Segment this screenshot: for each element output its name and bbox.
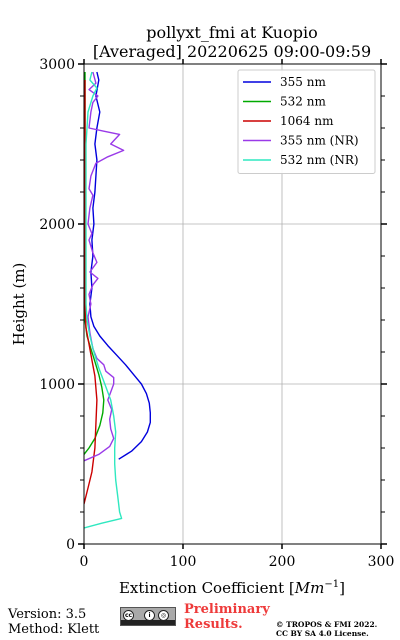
legend-label: 355 nm <box>280 75 326 89</box>
x-tick-label: 100 <box>170 554 197 570</box>
chart-subtitle: [Averaged] 20220625 09:00-09:59 <box>93 42 371 61</box>
legend-label: 355 nm (NR) <box>280 134 359 148</box>
extinction-chart: pollyxt_fmi at Kuopio [Averaged] 2022062… <box>10 23 394 597</box>
x-axis-label: Extinction Coefficient [Mm−1] <box>119 579 345 597</box>
legend-label: 532 nm <box>280 95 326 109</box>
y-tick-label: 0 <box>66 537 75 553</box>
series-line <box>84 71 125 462</box>
series-line <box>84 71 123 529</box>
series-line <box>84 80 98 505</box>
x-tick-label: 0 <box>80 554 89 570</box>
legend-label: 1064 nm <box>280 114 334 128</box>
y-tick-label: 2000 <box>39 217 75 233</box>
y-tick-label: 1000 <box>39 377 75 393</box>
method-label: Method: Klett <box>8 622 100 637</box>
legend-label: 532 nm (NR) <box>280 153 359 167</box>
preliminary-line-1: Preliminary <box>184 602 270 617</box>
series-lines <box>84 71 151 529</box>
x-tick-label: 300 <box>368 554 395 570</box>
legend: 355 nm 532 nm 1064 nm 355 nm (NR) 532 nm (NR… <box>237 69 376 174</box>
copyright-note: © TROPOS & FMI 2022. CC BY SA 4.0 Licens… <box>276 620 377 638</box>
copyright-line-1: © TROPOS & FMI 2022. <box>276 620 378 629</box>
y-axis-label: Height (m) <box>10 263 28 346</box>
version-label: Version: 3.5 <box>8 607 87 622</box>
preliminary-note: Preliminary Results. <box>184 602 270 632</box>
copyright-line-2: CC BY SA 4.0 License. <box>276 629 369 638</box>
legend-box <box>237 69 376 174</box>
preliminary-line-2: Results. <box>184 617 243 632</box>
x-tick-label: 200 <box>269 554 296 570</box>
cc-license-badge: cc i ◎ <box>120 607 176 626</box>
plot-frame <box>83 63 382 545</box>
series-line <box>89 71 151 460</box>
y-tick-label: 3000 <box>39 57 75 73</box>
chart-title: pollyxt_fmi at Kuopio <box>146 23 317 42</box>
